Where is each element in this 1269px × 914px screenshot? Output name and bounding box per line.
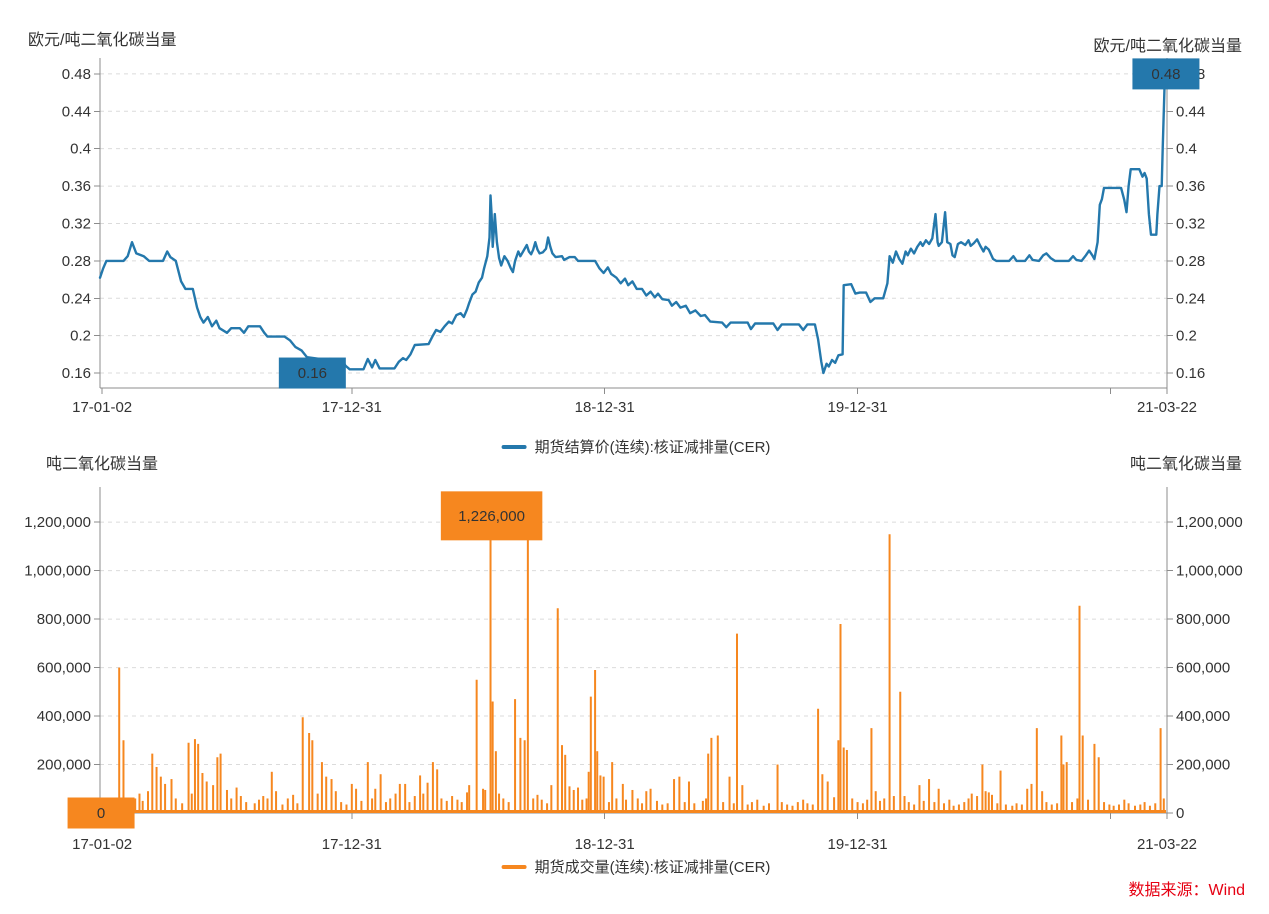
svg-text:600,000: 600,000 [1176, 660, 1230, 677]
svg-text:600,000: 600,000 [37, 660, 91, 677]
volume-legend-label: 期货成交量(连续):核证减排量(CER) [534, 859, 771, 876]
svg-text:0.36: 0.36 [62, 178, 91, 195]
svg-text:1,200,000: 1,200,000 [1176, 514, 1243, 531]
svg-text:0.32: 0.32 [62, 215, 91, 232]
svg-text:0.16: 0.16 [62, 365, 91, 382]
price-legend: 期货结算价(连续):核证减排量(CER) [501, 436, 771, 457]
data-source-note: 数据来源：Wind [1128, 882, 1245, 899]
svg-text:0: 0 [1176, 805, 1184, 822]
svg-text:21-03-22: 21-03-22 [1137, 399, 1197, 416]
volume-legend: 期货成交量(连续):核证减排量(CER) [501, 856, 771, 877]
svg-text:17-01-02: 17-01-02 [72, 836, 132, 853]
svg-text:19-12-31: 19-12-31 [828, 836, 888, 853]
svg-text:0.48: 0.48 [1151, 66, 1180, 83]
svg-text:400,000: 400,000 [37, 708, 91, 725]
svg-text:0.28: 0.28 [62, 253, 91, 270]
svg-text:0.32: 0.32 [1176, 215, 1205, 232]
svg-text:18-12-31: 18-12-31 [575, 399, 635, 416]
svg-text:400,000: 400,000 [1176, 708, 1230, 725]
svg-text:0.24: 0.24 [1176, 290, 1205, 307]
svg-text:0.2: 0.2 [1176, 328, 1197, 345]
volume-axis-unit-right: 吨二氧化碳当量 [1129, 456, 1242, 473]
price-legend-line-icon [501, 444, 527, 449]
svg-text:800,000: 800,000 [1176, 611, 1230, 628]
svg-text:0.4: 0.4 [1176, 141, 1197, 158]
svg-text:0.16: 0.16 [298, 365, 327, 382]
svg-text:800,000: 800,000 [37, 611, 91, 628]
svg-text:0.28: 0.28 [1176, 253, 1205, 270]
price-legend-label: 期货结算价(连续):核证减排量(CER) [534, 439, 771, 456]
svg-text:18-12-31: 18-12-31 [575, 836, 635, 853]
svg-text:17-12-31: 17-12-31 [322, 399, 382, 416]
svg-text:0.36: 0.36 [1176, 178, 1205, 195]
svg-text:200,000: 200,000 [1176, 757, 1230, 774]
price-axis-unit-right: 欧元/吨二氧化碳当量 [1093, 38, 1242, 55]
svg-text:1,000,000: 1,000,000 [1176, 563, 1243, 580]
svg-text:0.44: 0.44 [1176, 103, 1205, 120]
svg-text:1,200,000: 1,200,000 [24, 514, 91, 531]
svg-text:0.16: 0.16 [1176, 365, 1205, 382]
svg-text:200,000: 200,000 [37, 757, 91, 774]
svg-text:19-12-31: 19-12-31 [828, 399, 888, 416]
volume-axis-unit-left: 吨二氧化碳当量 [46, 456, 159, 473]
svg-text:0.24: 0.24 [62, 290, 91, 307]
svg-text:17-01-02: 17-01-02 [72, 399, 132, 416]
svg-text:17-12-31: 17-12-31 [322, 836, 382, 853]
svg-text:0: 0 [97, 805, 105, 822]
svg-text:0.4: 0.4 [70, 141, 91, 158]
svg-text:0.48: 0.48 [62, 66, 91, 83]
svg-text:1,226,000: 1,226,000 [458, 508, 525, 525]
svg-text:1,000,000: 1,000,000 [24, 563, 91, 580]
svg-text:0.44: 0.44 [62, 103, 91, 120]
price-axis-unit-left: 欧元/吨二氧化碳当量 [28, 32, 177, 49]
volume-legend-line-icon [501, 864, 527, 869]
svg-text:0.2: 0.2 [70, 328, 91, 345]
svg-text:21-03-22: 21-03-22 [1137, 836, 1197, 853]
